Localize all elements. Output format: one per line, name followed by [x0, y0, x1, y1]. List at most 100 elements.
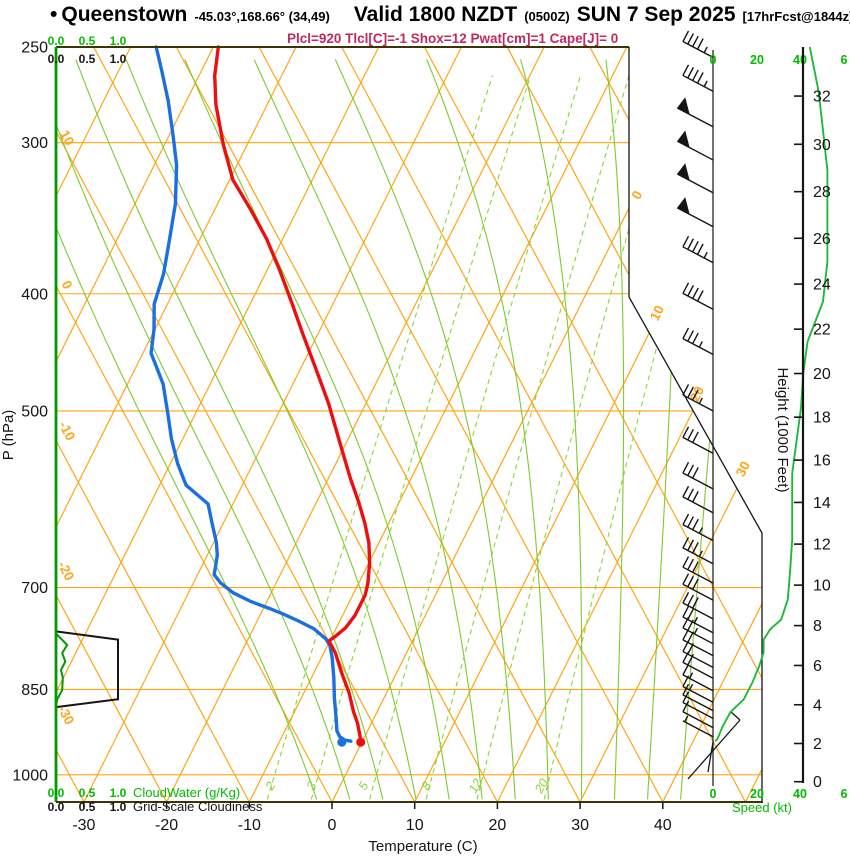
- wind-barb-half: [693, 627, 699, 635]
- temperature-tick-label: 20: [489, 817, 507, 834]
- wind-barb-full: [682, 640, 690, 652]
- wind-barb-full: [692, 287, 699, 299]
- wind-barb-full: [696, 290, 704, 302]
- height-tick-label: 16: [813, 453, 831, 470]
- isotherm-line: [166, 47, 545, 802]
- moist-adiabat-line: [647, 59, 679, 800]
- speed-scale-tick: 40: [793, 53, 807, 67]
- cloudwater-axis-label: CloudWater (g/Kg): [133, 785, 240, 800]
- mixing-ratio-line: [266, 75, 494, 800]
- temperature-curve: [212, 45, 372, 743]
- temperature-tick-label: -30: [72, 817, 95, 834]
- moist-adiabat-line: [184, 59, 450, 800]
- wind-speed-profile: [714, 46, 829, 742]
- speed-scale-tick: 6: [841, 53, 848, 67]
- wind-barb-half: [703, 46, 708, 54]
- wind-barb-full: [692, 240, 699, 253]
- wind-barb-half: [684, 715, 689, 723]
- wind-barb-shaft: [682, 583, 714, 601]
- wind-barb-full: [682, 426, 690, 438]
- wind-barb-pennant: [676, 97, 690, 116]
- cloudiness-scale-tick: 0.0: [48, 52, 65, 66]
- temperature-tick-label: 0: [328, 817, 337, 834]
- temperature-tick-label: 30: [571, 817, 589, 834]
- temperature-axis-title: Temperature (C): [368, 838, 477, 855]
- dry-adiabat-label: 10: [57, 128, 77, 148]
- wind-barb-half: [698, 341, 703, 348]
- isotherm-line: [414, 47, 762, 802]
- station-bullet-icon: •: [50, 3, 58, 26]
- station-name: Queenstown: [61, 3, 188, 26]
- mixing-ratio-line: [425, 75, 630, 800]
- cloudiness-scale-tick: 0.0: [48, 800, 65, 814]
- dry-adiabats: [56, 47, 762, 802]
- surface-temperature-dot: [356, 737, 366, 747]
- wind-barb-full: [692, 69, 699, 81]
- mixing-ratio-label: 2: [262, 779, 278, 793]
- cloudiness-scale-tick: 0.5: [79, 52, 96, 66]
- wind-barb-full: [687, 516, 694, 528]
- wind-barb-shaft: [682, 701, 714, 719]
- plot-border: [54, 46, 763, 803]
- wind-barb-half: [698, 397, 703, 405]
- surface-dewpoint-dot: [337, 737, 347, 747]
- isotherm-line: [248, 47, 628, 802]
- wind-barb-shaft: [682, 472, 714, 490]
- wind-barb-full: [682, 235, 690, 248]
- chart-title: • Queenstown -45.03°,168.66° (34,49) Val…: [50, 3, 850, 27]
- isotherm-line: [744, 47, 762, 802]
- dry-adiabat-line: [93, 47, 498, 802]
- cloud-scales: 0.00.00.00.00.50.50.50.51.01.01.01.0Clou…: [48, 34, 263, 814]
- wind-barb-half: [688, 683, 694, 691]
- height-tick-label: 24: [813, 277, 831, 294]
- isotherms: [56, 47, 762, 802]
- pressure-axis-title: P (hPa): [0, 410, 17, 461]
- wind-barb-full: [692, 389, 699, 401]
- wind-barb-half: [698, 527, 703, 534]
- wind-barb-shaft: [682, 685, 714, 703]
- isotherm-label: 0: [629, 188, 646, 202]
- stability-parameters: Plcl=920 Tlcl[C]=-1 Shox=12 Pwat[cm]=1 C…: [287, 31, 619, 46]
- wind-barb-full: [687, 429, 694, 441]
- temperature-tick-labels: -30 -20 -10 0 10 20 30 40: [72, 802, 672, 834]
- pressure-tick-label: 250: [21, 40, 48, 57]
- cloudwater-scale-tick: 0.5: [79, 34, 96, 48]
- height-tick-label: 18: [813, 410, 831, 427]
- dry-adiabat-line: [258, 47, 664, 802]
- speed-scale-tick: 0: [710, 53, 717, 67]
- wind-barb-full: [682, 327, 690, 339]
- wind-barb-shaft: [682, 547, 714, 565]
- height-tick-label: 8: [813, 618, 822, 635]
- pressure-tick-label: 1000: [12, 767, 48, 784]
- wind-barb-pennant: [676, 130, 690, 149]
- height-tick-label: 4: [813, 697, 822, 714]
- isotherm-line: [496, 47, 762, 802]
- surface-wind-line: [707, 741, 714, 773]
- cloudwater-scale-tick: 0.0: [48, 786, 65, 800]
- forecast-run: [17hrFcst@1844z]: [742, 9, 850, 24]
- isotherm-line: [83, 47, 462, 802]
- wind-barb-pennant: [676, 197, 690, 216]
- wind-barb-half: [703, 251, 708, 259]
- wind-barb-full: [682, 675, 690, 687]
- height-tick-label: 22: [813, 322, 831, 339]
- temperature-tick-label: -20: [155, 817, 178, 834]
- height-tick-label: 6: [813, 658, 822, 675]
- wind-barb-full: [687, 619, 694, 631]
- surface-wind-line: [687, 719, 741, 780]
- speed-scale-tick: 0: [710, 787, 717, 801]
- speed-axis-label: Speed (kt): [732, 800, 792, 815]
- mixing-ratio-label: 20: [531, 776, 551, 796]
- mixing-ratio-lines: [266, 75, 731, 800]
- wind-barb-full: [687, 386, 694, 398]
- cloudwater-scale-tick: 1.0: [110, 34, 127, 48]
- wind-barb-full: [682, 282, 690, 294]
- wind-barb-shaft: [682, 694, 714, 712]
- wind-barb-full: [692, 491, 699, 503]
- moist-adiabat-line: [253, 59, 483, 800]
- wind-barb-full: [682, 606, 690, 618]
- mixing-ratio-line: [369, 75, 582, 800]
- wind-barb-full: [682, 462, 690, 474]
